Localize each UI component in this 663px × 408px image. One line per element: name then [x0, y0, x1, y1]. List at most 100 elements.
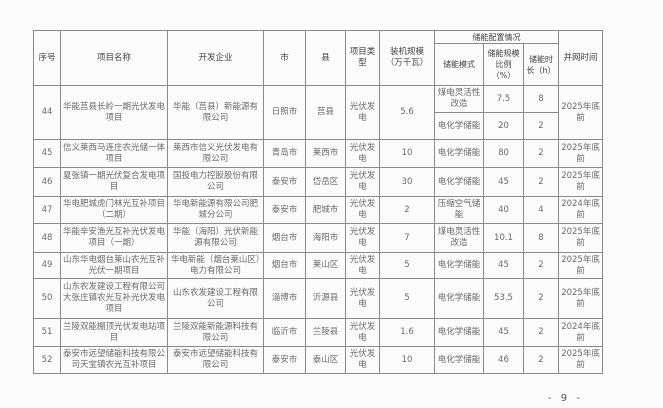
cell-type: 光伏发电 [345, 278, 380, 319]
cell-storage-hours: 8 [522, 85, 560, 113]
cell-company: 国投电力控股股份有限公司 [167, 167, 264, 197]
cell-seq: 44 [33, 85, 61, 140]
cell-storage-hours: 8 [522, 223, 560, 253]
cell-storage-hours: 2 [522, 252, 560, 279]
cell-grid-time: 2025年底前 [558, 252, 604, 279]
table-row: 48 华能辛安渔光互补光伏发电项目（一期） 华能（海阳）光伏新能源有限公司 烟台市 海阳… [33, 223, 604, 253]
cell-storage-mode: 电化学储能 [434, 278, 484, 319]
cell-company: 华电新能源有限公司肥城分公司 [167, 196, 264, 224]
table-row: 50 山东农发建设工程有限公司大张庄镇农光互补光伏发电项目 山东农发建设工程有限公司… [33, 278, 604, 319]
cell-city: 泰安市 [263, 196, 306, 224]
cell-type: 光伏发电 [345, 318, 380, 347]
table-row: 49 山东华电烟台莱山农光互补光伏一期项目 华电新能（烟台莱山区）电力有限公司 烟台市… [33, 252, 604, 279]
cell-grid-time: 2024年底前 [558, 196, 604, 224]
cell-type: 光伏发电 [345, 252, 380, 279]
cell-storage-ratio: 20 [483, 112, 524, 140]
cell-storage-mode: 电化学储能 [434, 139, 484, 168]
header-grid-time: 并网时间 [558, 30, 604, 86]
cell-storage-ratio: 45 [483, 318, 524, 347]
cell-seq: 45 [33, 139, 61, 168]
cell-storage-mode: 电化学储能 [434, 346, 484, 374]
cell-capacity: 1.6 [379, 318, 435, 347]
header-storage-ratio: 储能规模比例（%） [483, 43, 524, 86]
cell-county: 兰陵县 [305, 318, 346, 347]
cell-storage-ratio: 80 [483, 139, 524, 168]
cell-county: 海阳市 [305, 223, 346, 253]
cell-grid-time: 2025年底前 [558, 167, 604, 197]
cell-capacity: 5.6 [379, 85, 435, 140]
cell-storage-hours: 4 [522, 196, 560, 224]
cell-storage-mode: 煤电灵活性改造 [434, 85, 484, 113]
header-storage-mode: 储能模式 [434, 43, 484, 86]
cell-company: 华电新能（烟台莱山区）电力有限公司 [167, 252, 264, 279]
cell-type: 光伏发电 [345, 346, 380, 374]
cell-seq: 48 [33, 223, 61, 253]
cell-storage-mode: 电化学储能 [434, 112, 484, 140]
cell-company: 泰安市远望储能科技有限公司 [167, 346, 264, 374]
table-row: 51 兰陵双能棚顶光伏发电站项目 兰陵双能新能源科技有限公司 临沂市 兰陵县 光伏发电 1.… [33, 318, 604, 347]
cell-city: 烟台市 [263, 252, 306, 279]
cell-type: 光伏发电 [345, 139, 380, 168]
cell-storage-ratio: 45 [483, 252, 524, 279]
cell-grid-time: 2025年底前 [558, 346, 604, 374]
table-row: 45 信义莱西马连庄农光储一体项目 莱西市信义光伏发电有限公司 青岛市 莱西市 光伏发电 1… [33, 139, 604, 168]
cell-storage-ratio: 46 [483, 346, 524, 374]
cell-city: 青岛市 [263, 139, 306, 168]
header-city: 市 [263, 30, 306, 86]
cell-seq: 51 [33, 318, 61, 347]
cell-grid-time: 2025年底前 [558, 139, 604, 168]
table-row: 47 华电肥城虎门林光互补项目（二期） 华电新能源有限公司肥城分公司 泰安市 肥城市 光伏… [33, 196, 604, 224]
cell-name: 夏张镇一期光伏复合发电项目 [60, 167, 168, 197]
cell-county: 莱西市 [305, 139, 346, 168]
header-name: 项目名称 [60, 30, 168, 86]
cell-city: 日照市 [263, 85, 306, 140]
cell-county: 岱岳区 [305, 167, 346, 197]
cell-seq: 47 [33, 196, 61, 224]
cell-capacity: 7 [379, 223, 435, 253]
cell-county: 莱山区 [305, 252, 346, 279]
cell-type: 光伏发电 [345, 223, 380, 253]
cell-name: 山东华电烟台莱山农光互补光伏一期项目 [60, 252, 168, 279]
cell-capacity: 30 [379, 167, 435, 197]
cell-storage-ratio: 45 [483, 167, 524, 197]
cell-city: 泰安市 [263, 167, 306, 197]
cell-grid-time: 2025年底前 [558, 223, 604, 253]
cell-city: 烟台市 [263, 223, 306, 253]
cell-name: 泰安市远望储能科技有限公司天宝镇农光互补项目 [60, 346, 168, 374]
cell-storage-hours: 2 [522, 278, 560, 319]
cell-storage-ratio: 53.5 [483, 278, 524, 319]
cell-company: 山东农发建设工程有限公司 [167, 278, 264, 319]
cell-storage-mode: 电化学储能 [434, 252, 484, 279]
cell-type: 光伏发电 [345, 167, 380, 197]
cell-capacity: 10 [379, 346, 435, 374]
cell-type: 光伏发电 [345, 196, 380, 224]
header-type: 项目类型 [345, 30, 380, 86]
cell-county: 沂源县 [305, 278, 346, 319]
table-row: 46 夏张镇一期光伏复合发电项目 国投电力控股股份有限公司 泰安市 岱岳区 光伏发电 30 电… [33, 167, 604, 197]
header-county: 县 [305, 30, 346, 86]
cell-storage-mode: 电化学储能 [434, 318, 484, 347]
header-seq: 序号 [33, 30, 61, 86]
table-row: 44 华能莒县长岭一期光伏发电项目 华能（莒县）新能源有限公司 日照市 莒县 光伏发电 5.… [33, 85, 604, 140]
cell-storage-hours: 2 [522, 318, 560, 347]
cell-grid-time: 2025年底前 [558, 278, 604, 319]
cell-capacity: 2 [379, 196, 435, 224]
cell-seq: 52 [33, 346, 61, 374]
cell-capacity: 5 [379, 278, 435, 319]
header-company: 开发企业 [167, 30, 264, 86]
cell-storage-hours: 2 [522, 112, 560, 140]
cell-storage-mode: 压缩空气储能 [434, 196, 484, 224]
cell-name: 山东农发建设工程有限公司大张庄镇农光互补光伏发电项目 [60, 278, 168, 319]
page-number: - 9 - [548, 393, 583, 404]
cell-company: 华能（海阳）光伏新能源有限公司 [167, 223, 264, 253]
cell-storage-ratio: 40 [483, 196, 524, 224]
cell-seq: 49 [33, 252, 61, 279]
header-storage-group: 储能配置情况 [433, 30, 560, 44]
cell-storage-hours: 2 [522, 346, 560, 374]
cell-seq: 46 [33, 167, 61, 197]
cell-company: 莱西市信义光伏发电有限公司 [167, 139, 264, 168]
header-storage-hours: 储能时长（h） [522, 43, 560, 86]
cell-storage-ratio: 7.5 [483, 85, 524, 113]
cell-name: 华能辛安渔光互补光伏发电项目（一期） [60, 223, 168, 253]
cell-storage-mode: 煤电灵活性改造 [434, 223, 484, 253]
